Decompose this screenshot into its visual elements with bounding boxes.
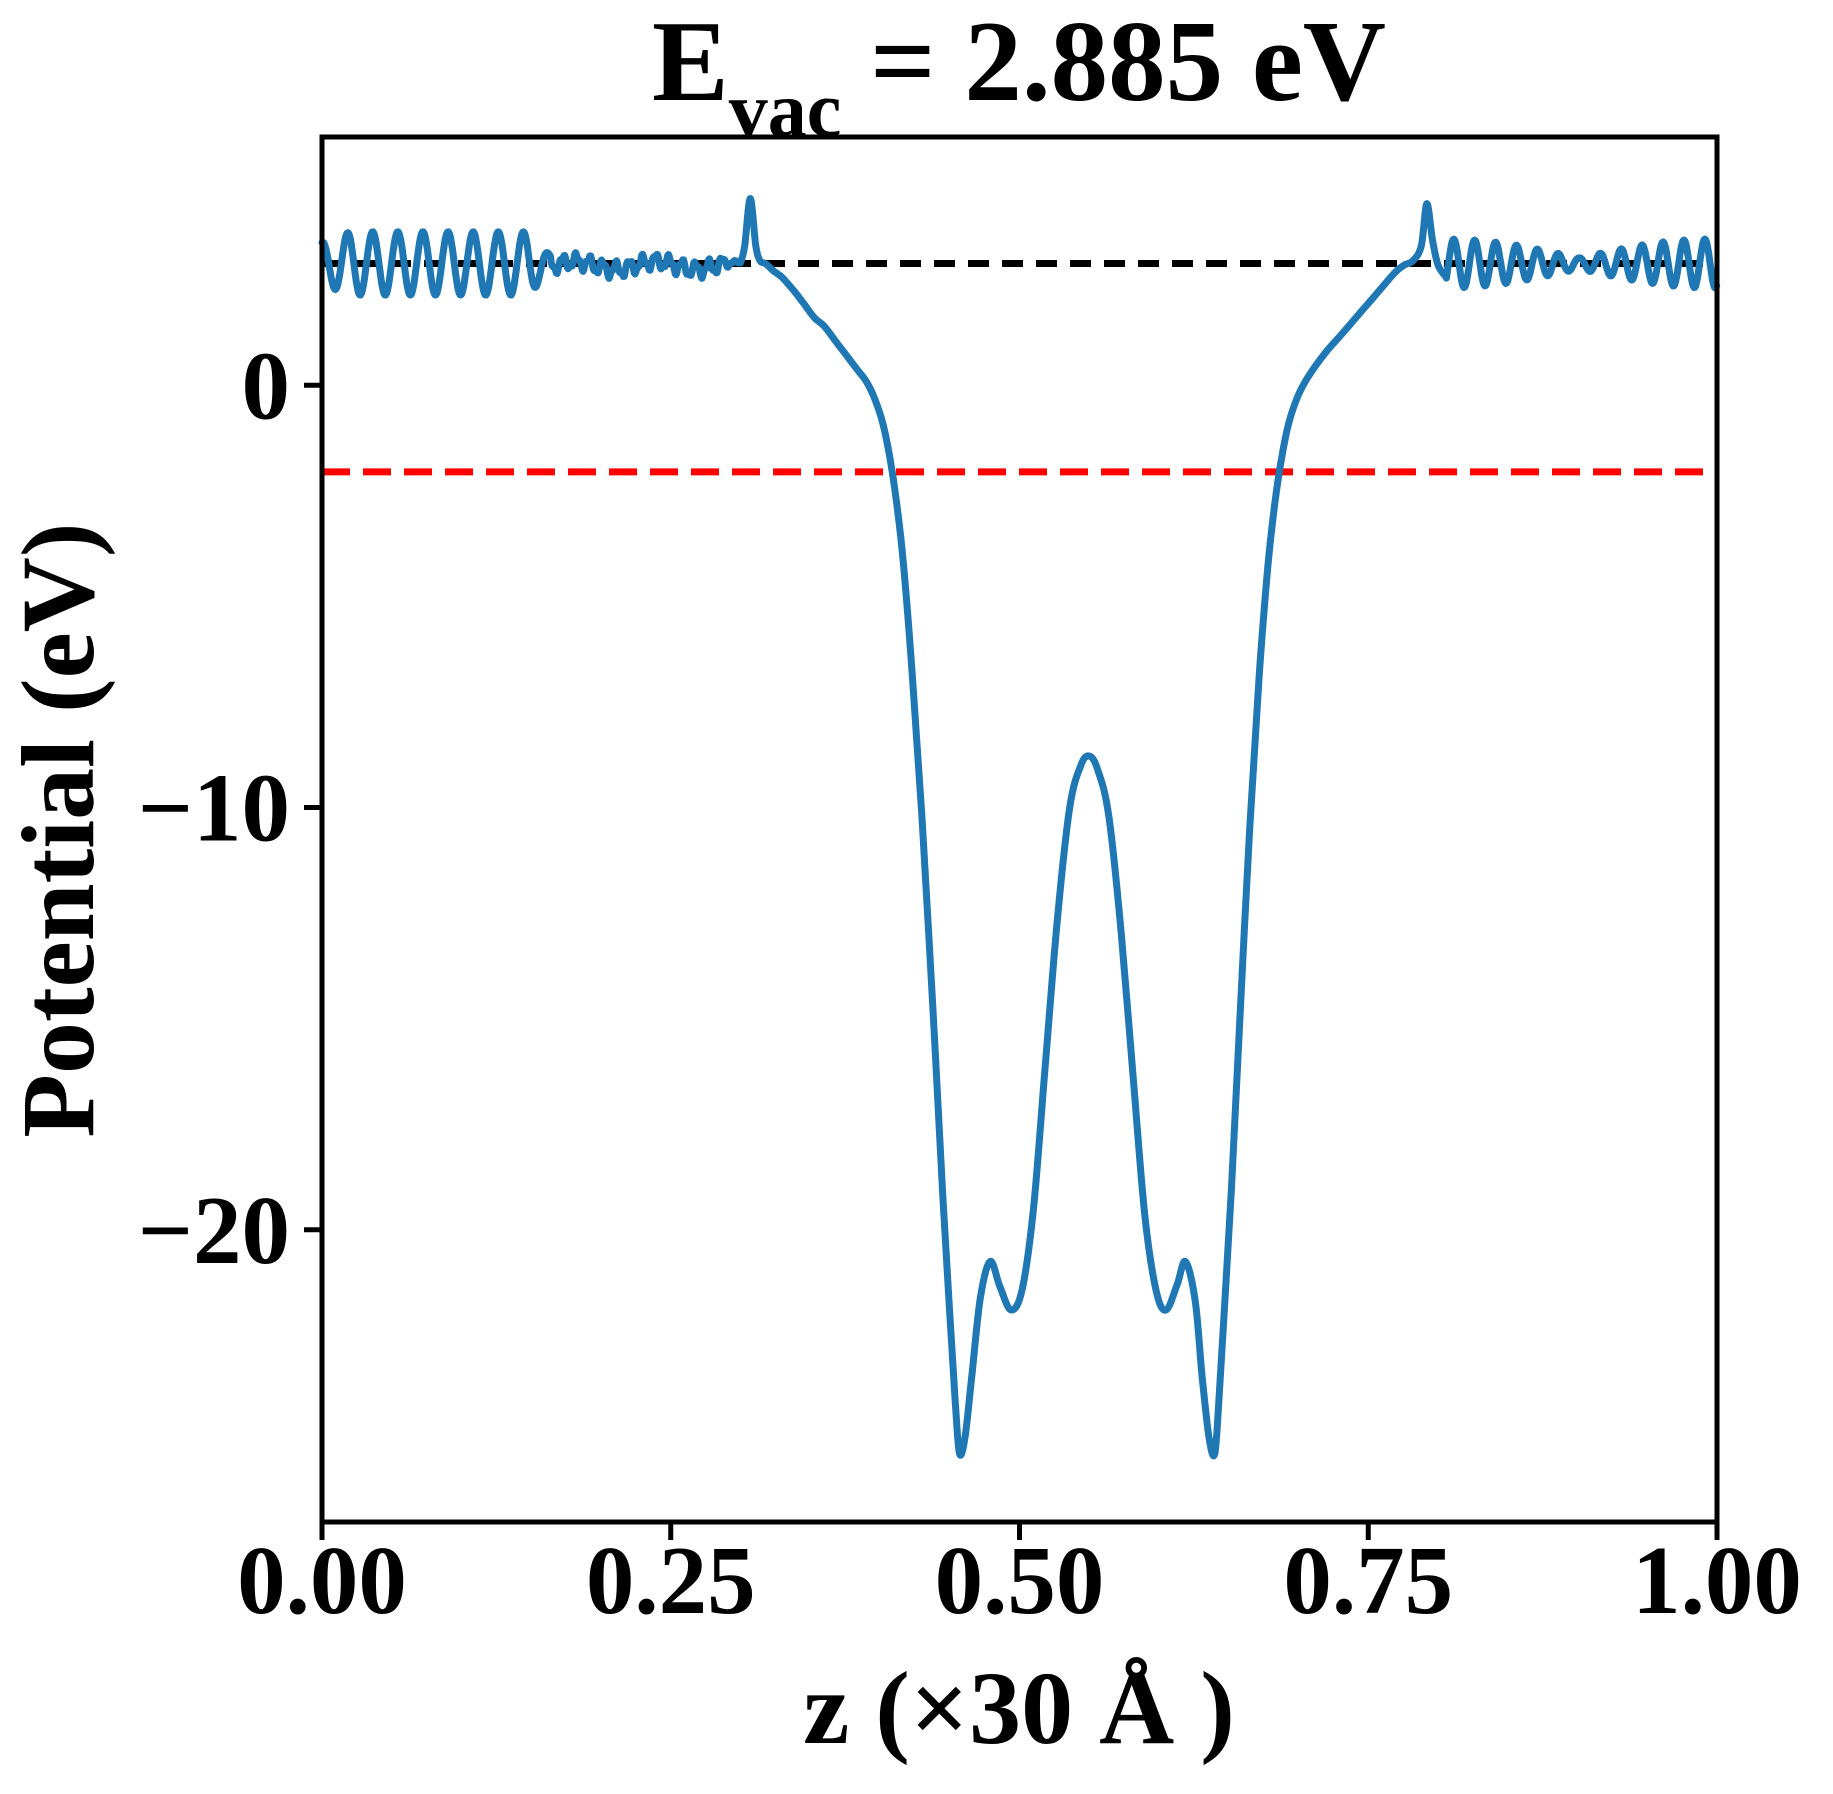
x-tick-label-2: 0.50	[935, 1527, 1105, 1634]
y-axis-label: Potential (eV)	[1, 522, 116, 1137]
x-tick-label-3: 0.75	[1283, 1527, 1453, 1634]
x-tick-label-4: 1.00	[1632, 1527, 1802, 1634]
plot-border	[319, 134, 1720, 1525]
title-rest: = 2.885 eV	[841, 0, 1386, 125]
tick-marks-group	[304, 382, 1720, 1540]
y-tick-label-1: −10	[138, 755, 290, 862]
y-tick-label-2: −20	[138, 1177, 290, 1284]
potential-curve	[318, 195, 1721, 1460]
x-tick-label-1: 0.25	[586, 1527, 756, 1634]
title-main: E	[652, 0, 729, 125]
chart-title: Evac = 2.885 eV	[652, 0, 1386, 153]
title-subscript: vac	[729, 66, 842, 153]
y-tick-label-0: 0	[242, 332, 291, 439]
x-tick-label-0: 0.00	[237, 1527, 407, 1634]
x-axis-label: z (×30 Å )	[803, 1651, 1235, 1766]
